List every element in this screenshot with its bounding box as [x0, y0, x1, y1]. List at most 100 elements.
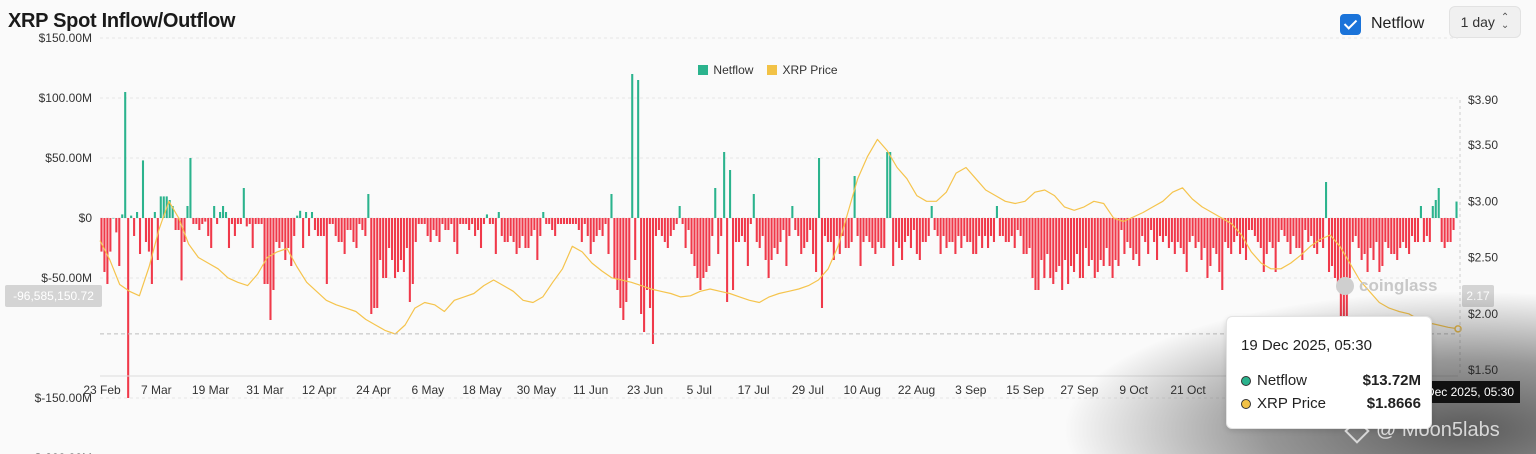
- netflow-bar: [1413, 218, 1417, 242]
- page-title: XRP Spot Inflow/Outflow: [8, 10, 236, 32]
- crosshair-date-flag: 19 Dec 2025, 05:30: [1432, 381, 1520, 403]
- netflow-bar: [1188, 218, 1191, 242]
- netflow-bar: [248, 218, 251, 224]
- netflow-bar: [1001, 218, 1004, 236]
- netflow-bar: [1200, 218, 1203, 260]
- netflow-bar: [901, 218, 904, 260]
- netflow-bar: [1372, 218, 1375, 260]
- netflow-bar: [287, 218, 290, 248]
- netflow-bar: [853, 176, 856, 218]
- netflow-bar: [785, 218, 788, 266]
- netflow-bar: [675, 218, 678, 224]
- netflow-bar: [1402, 218, 1405, 242]
- netflow-bar: [174, 218, 177, 230]
- netflow-bar: [343, 218, 346, 254]
- netflow-bar: [865, 218, 868, 236]
- netflow-toggle[interactable]: Netflow: [1340, 12, 1424, 36]
- netflow-dot-icon: [1241, 375, 1251, 386]
- netflow-bar: [358, 218, 361, 224]
- netflow-bar: [942, 218, 945, 236]
- netflow-bar: [643, 218, 646, 332]
- netflow-bar: [548, 218, 551, 224]
- netflow-bar: [1230, 218, 1233, 254]
- netflow-bar: [1408, 218, 1411, 254]
- netflow-bar: [648, 218, 652, 308]
- netflow-bar: [485, 214, 488, 218]
- netflow-bar: [1384, 218, 1387, 242]
- y-right-tick-label: $2.50: [1468, 251, 1498, 265]
- netflow-bar: [758, 218, 761, 248]
- netflow-bar: [251, 218, 254, 248]
- netflow-bar: [1437, 188, 1440, 218]
- x-tick-label: 23 Feb: [83, 383, 121, 397]
- netflow-bar: [767, 218, 770, 278]
- netflow-bar: [966, 218, 969, 242]
- netflow-bar: [672, 218, 675, 230]
- netflow-bar: [1206, 218, 1209, 278]
- netflow-bar: [150, 218, 153, 284]
- netflow-bar: [663, 218, 666, 242]
- netflow-bar: [1158, 218, 1162, 236]
- netflow-bar: [782, 218, 785, 230]
- netflow-bar: [1123, 218, 1126, 254]
- x-tick-label: 15 Sep: [1006, 383, 1044, 397]
- netflow-checkbox[interactable]: [1340, 13, 1361, 35]
- netflow-bar: [657, 218, 660, 230]
- netflow-bar: [729, 170, 732, 218]
- netflow-bar: [224, 212, 228, 218]
- netflow-bar: [503, 218, 506, 242]
- netflow-bar: [557, 218, 560, 224]
- netflow-bar: [1434, 200, 1437, 218]
- netflow-bar: [1031, 218, 1034, 278]
- netflow-bar: [474, 218, 477, 236]
- netflow-bar: [1046, 218, 1049, 254]
- y-left-tick-label: $150.00M: [39, 31, 92, 45]
- netflow-bar: [1405, 218, 1408, 248]
- netflow-bar: [1313, 218, 1316, 248]
- netflow-bar: [945, 218, 948, 248]
- netflow-bar: [1153, 218, 1156, 242]
- netflow-bar: [1396, 218, 1399, 260]
- y-left-tick-label: $100.00M: [39, 91, 92, 105]
- netflow-bar: [788, 218, 791, 236]
- legend-item-netflow[interactable]: Netflow: [698, 63, 753, 77]
- netflow-bar: [1093, 218, 1096, 278]
- netflow-bar: [880, 218, 883, 248]
- netflow-bar: [1443, 218, 1446, 248]
- netflow-bar: [989, 218, 993, 236]
- netflow-bar: [1078, 218, 1081, 278]
- netflow-bar: [1387, 218, 1390, 248]
- netflow-bar: [198, 218, 201, 230]
- interval-select[interactable]: 1 day ⌃ ⌄: [1449, 6, 1521, 38]
- netflow-bar: [1244, 218, 1248, 260]
- netflow-bar: [133, 218, 136, 236]
- netflow-bar: [936, 218, 939, 236]
- netflow-bar: [1411, 218, 1414, 236]
- netflow-bar: [183, 218, 186, 242]
- netflow-bar: [1114, 218, 1117, 260]
- netflow-bars: [100, 74, 1458, 398]
- crosshair-value-left: -96,585,150.72: [5, 285, 102, 307]
- netflow-bar: [186, 206, 189, 218]
- netflow-bar: [613, 218, 616, 278]
- netflow-bar: [1081, 218, 1084, 278]
- netflow-bar: [1126, 218, 1129, 242]
- netflow-bar: [1256, 218, 1259, 242]
- netflow-bar: [465, 218, 468, 224]
- updown-chevron-icon: ⌃ ⌄: [1500, 12, 1510, 31]
- legend-item-xrp-price[interactable]: XRP Price: [767, 63, 838, 77]
- netflow-bar: [1369, 218, 1372, 248]
- netflow-bar: [233, 218, 236, 236]
- netflow-toggle-label: Netflow: [1371, 15, 1425, 32]
- netflow-bar: [393, 218, 397, 278]
- netflow-bar: [1016, 218, 1019, 230]
- netflow-bar: [1102, 218, 1105, 266]
- x-tick-label: 7 Mar: [141, 383, 172, 397]
- netflow-bar: [551, 218, 554, 230]
- netflow-bar: [245, 218, 248, 227]
- netflow-bar: [1342, 218, 1345, 332]
- netflow-bar: [646, 218, 649, 290]
- source-credit: @ Moon5labs: [1344, 417, 1500, 444]
- netflow-bar: [1072, 218, 1076, 272]
